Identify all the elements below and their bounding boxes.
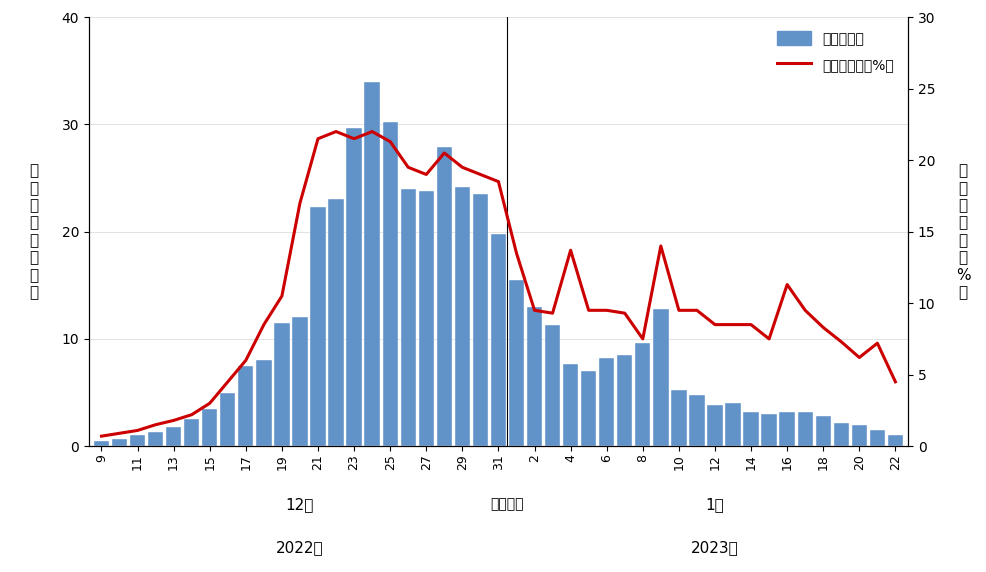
Text: 12月: 12月 [286,498,314,513]
Text: 报告日期: 报告日期 [490,498,524,511]
Bar [346,128,362,446]
Y-axis label: 抗
原
阳
性
数
（
万
）: 抗 原 阳 性 数 （ 万 ） [30,163,38,300]
Bar [220,392,236,446]
Bar [111,439,127,446]
Bar [310,207,325,446]
Bar [400,189,415,446]
Bar [670,390,686,446]
Bar [869,430,884,446]
Bar [364,81,380,446]
Bar [328,200,343,446]
Bar [634,343,650,446]
Bar [455,186,469,446]
Bar [688,395,704,446]
Bar [814,416,830,446]
Bar [274,323,289,446]
Bar [183,419,199,446]
Bar [779,412,794,446]
Bar [760,414,776,446]
Bar [581,371,596,446]
Bar [292,317,308,446]
Bar [616,355,632,446]
Bar [472,194,487,446]
Bar [94,441,109,446]
Bar [256,360,271,446]
Legend: 检测阳性数, 检测阳性率（%）: 检测阳性数, 检测阳性率（%） [769,24,900,79]
Bar [509,280,524,446]
Bar [166,427,181,446]
Bar [148,432,163,446]
Text: 2022年: 2022年 [276,541,323,555]
Bar [562,364,578,446]
Bar [418,191,434,446]
Bar [725,403,740,446]
Bar [238,366,253,446]
Bar [383,122,397,446]
Bar [886,435,902,446]
Bar [599,358,613,446]
Bar [653,309,668,446]
Bar [202,408,217,446]
Bar [436,147,452,446]
Bar [742,412,758,446]
Bar [707,406,722,446]
Bar [797,412,812,446]
Text: 1月: 1月 [705,498,724,513]
Y-axis label: 抗
原
阳
性
率
（
%
）: 抗 原 阳 性 率 （ % ） [954,163,969,300]
Bar [490,234,506,446]
Bar [833,423,848,446]
Bar [130,435,145,446]
Bar [544,325,560,446]
Bar [851,424,866,446]
Text: 2023年: 2023年 [690,541,739,555]
Bar [527,307,541,446]
